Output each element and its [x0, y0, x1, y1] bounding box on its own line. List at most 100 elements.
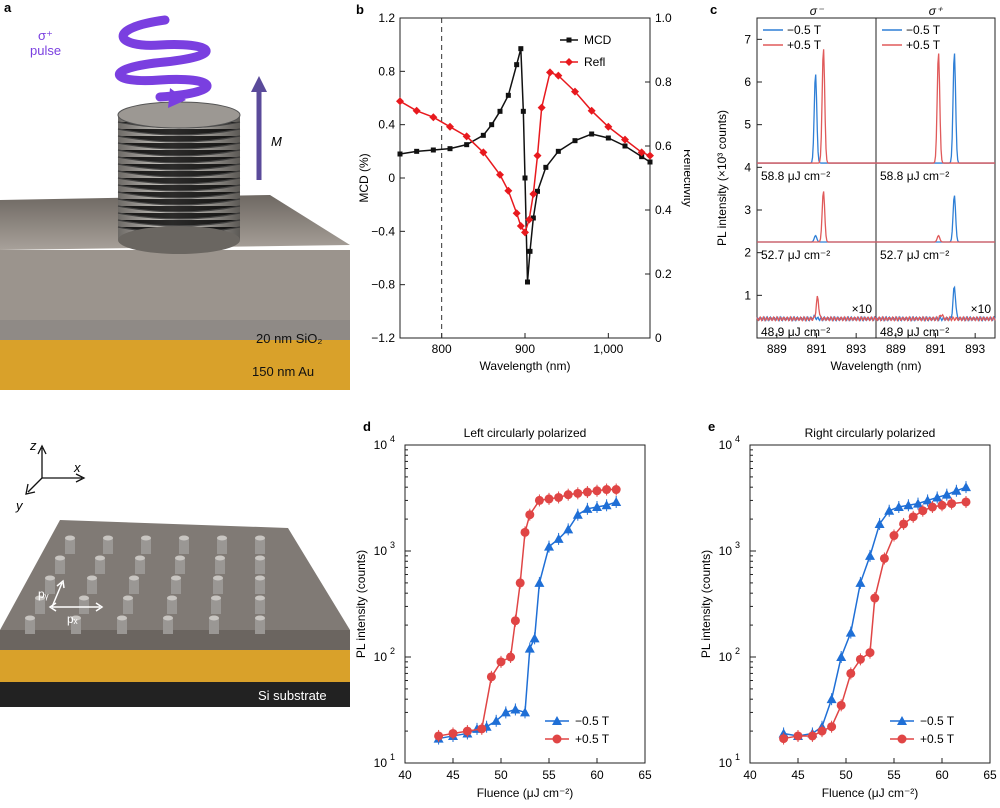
x-tick-label: 45 [791, 768, 805, 782]
data-point [504, 186, 513, 195]
x-tick-label: 889 [767, 342, 787, 356]
axis-y-label: y [15, 498, 24, 513]
right-polarized-chart: e Right circularly polarized 40 45 50 55 60 65… [699, 419, 997, 800]
array-pillar [35, 598, 45, 614]
x-tick-label: 60 [590, 768, 604, 782]
array-pillar-top [167, 595, 177, 601]
axis-x-label: x [73, 460, 81, 475]
pl-spectra-chart: c σ⁻ σ⁺ 1 2 3 4 5 6 7 889 891 893 889 891 893 Wavelengt… [710, 2, 996, 373]
panel-e-right-polarized: e Right circularly polarized 40 45 50 55 60 65… [690, 415, 1000, 803]
legend-label: +0.5 T [575, 732, 610, 746]
sio2-label: 20 nm SiO₂ [256, 331, 322, 346]
y-tick-label: 10 [374, 756, 388, 770]
data-point [572, 509, 583, 519]
data-point [510, 704, 521, 714]
y-tick-label: 10 [374, 544, 388, 558]
data-point [582, 503, 593, 513]
y-tick-label: 7 [744, 32, 751, 46]
m-label: M [271, 134, 282, 149]
data-point [491, 715, 502, 725]
data-point [414, 148, 420, 154]
legend-label: MCD [584, 33, 612, 47]
array-au-layer [0, 650, 350, 682]
data-point [534, 495, 544, 505]
data-point [646, 151, 654, 160]
series-line [438, 488, 617, 737]
legend-label: −0.5 T [575, 714, 610, 728]
array-pillar-top [255, 575, 265, 581]
y-tick-label: −1.2 [371, 331, 395, 345]
data-point [611, 496, 622, 506]
y-tick-exponent: 2 [390, 646, 395, 656]
chart-title: Left circularly polarized [464, 426, 587, 440]
data-point [947, 499, 957, 509]
data-point [412, 106, 421, 115]
data-point [602, 485, 612, 495]
data-point [845, 627, 856, 637]
helix-arrowhead-icon [168, 88, 186, 108]
array-pillar-top [211, 595, 221, 601]
series-line [783, 486, 967, 737]
data-point [480, 132, 486, 138]
data-point [572, 138, 578, 144]
array-pillar-top [179, 535, 189, 541]
y-tick-label: 10 [719, 544, 733, 558]
data-point [533, 151, 542, 160]
data-point [447, 146, 453, 152]
array-pillar [87, 578, 97, 594]
spectrum-line [876, 53, 995, 164]
fluence-label: 52.7 μJ cm⁻² [880, 248, 949, 262]
array-pillar [255, 578, 265, 594]
legend-label: Refl [584, 55, 605, 69]
panel-label-c: c [710, 2, 717, 17]
data-point [520, 108, 526, 114]
y-axis-label: PL intensity (×10³ counts) [715, 110, 729, 246]
legend-marker [552, 716, 562, 725]
panel-label-a: a [4, 0, 12, 15]
spectrum-line [756, 295, 877, 322]
array-pillar [217, 538, 227, 554]
array-pillar [71, 618, 81, 634]
x-axis-label: Fluence (μJ cm⁻²) [822, 786, 919, 800]
x-axis-label: Wavelength (nm) [831, 359, 922, 373]
data-point [512, 209, 521, 218]
array-pillar-top [135, 555, 145, 561]
left-polarized-chart: d Left circularly polarized 40 45 50 55 60 65 1… [354, 419, 652, 800]
array-pillar [95, 558, 105, 574]
panel-a-array-illustration: z x y Si substrate pₓ pᵧ [0, 420, 355, 720]
legend-marker [897, 716, 907, 725]
data-point [464, 142, 470, 148]
array-pillar-top [79, 595, 89, 601]
spectrum-line [757, 49, 876, 164]
data-point [589, 131, 595, 137]
mcd-chart: b 800 900 1,000 −1.2 −0.8 −0.4 0 0.4 0.8 1.2 0 0.2 0… [356, 2, 695, 373]
data-point [870, 593, 880, 603]
data-point [430, 147, 436, 153]
data-point [546, 68, 554, 77]
data-point [520, 527, 530, 537]
y-tick-label: 0.4 [378, 118, 395, 132]
data-point [554, 71, 563, 80]
data-point [937, 500, 947, 510]
data-point [525, 279, 530, 285]
data-point [865, 648, 875, 658]
panel-label-b: b [356, 2, 364, 17]
data-point [500, 707, 511, 717]
y-axis-label: PL intensity (counts) [355, 550, 368, 658]
x-tick-label: 50 [494, 768, 508, 782]
data-point [621, 135, 629, 144]
data-point [927, 502, 937, 512]
y-tick-exponent: 3 [735, 540, 740, 550]
spectrum-line [757, 191, 876, 243]
pulse-label: pulse [30, 43, 61, 58]
scale-label: ×10 [852, 302, 873, 316]
legend-label: −0.5 T [787, 23, 822, 37]
data-point [622, 143, 628, 149]
array-pillar [255, 558, 265, 574]
legend-marker [897, 734, 907, 744]
array-pillar [167, 598, 177, 614]
data-point [592, 486, 602, 496]
column-header: σ⁻ [810, 4, 825, 18]
y-axis-label: MCD (%) [357, 153, 371, 202]
data-point [855, 654, 865, 664]
